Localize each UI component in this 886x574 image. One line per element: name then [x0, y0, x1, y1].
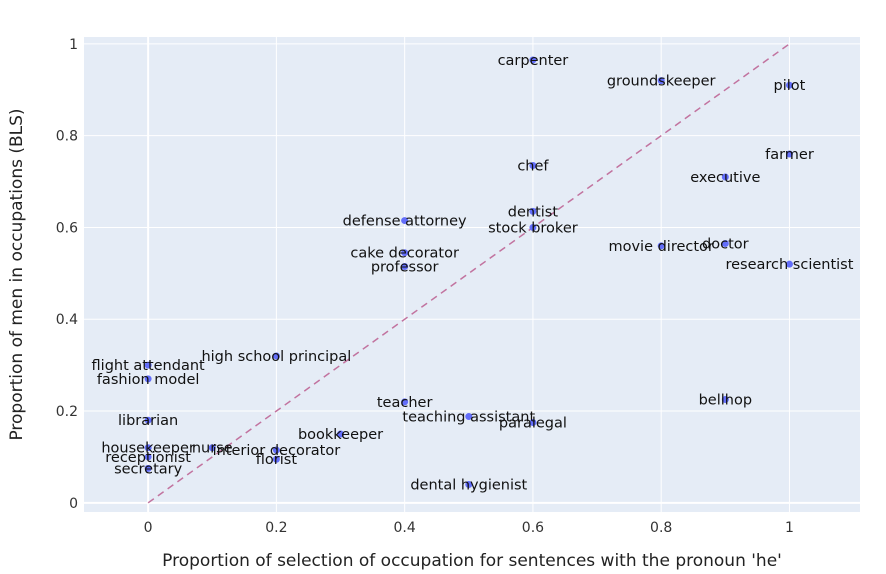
point-label-executive: executive [690, 170, 760, 186]
point-label-secretary: secretary [114, 461, 183, 477]
data-point-research-scientist [785, 260, 793, 268]
data-point-fashion-model [144, 375, 152, 383]
point-labels: carpenter groundskeeper pilot farmer executi… [92, 53, 854, 494]
data-point-paralegal [529, 419, 537, 427]
point-label-high-school-principal: high school principal [201, 349, 351, 365]
point-label-bellhop: bellhop [699, 393, 752, 409]
y-axis-title: Proportion of men in occupations (BLS) [7, 108, 27, 440]
point-label-receptionist: receptionist [105, 450, 191, 466]
point-label-professor: professor [371, 259, 439, 275]
data-point-doctor [721, 240, 729, 248]
data-point-dental-hygienist [465, 480, 473, 488]
point-label-dental-hygienist: dental hygienist [410, 477, 527, 493]
y-axis-ticks: 0 0.2 0.4 0.6 0.8 1 [56, 37, 78, 512]
point-label-defense-attorney: defense attorney [343, 214, 467, 230]
x-tick-label: 1 [785, 520, 794, 536]
point-label-bookkeeper: bookkeeper [298, 427, 383, 443]
data-point-pilot [785, 81, 793, 89]
point-label-nurse: nurse [192, 441, 233, 457]
x-axis-title: Proportion of selection of occupation fo… [162, 551, 782, 571]
data-points [144, 56, 793, 488]
y-tick-label: 0.2 [56, 404, 78, 420]
point-label-pilot: pilot [774, 78, 806, 94]
point-label-flight-attendant: flight attendant [92, 358, 205, 374]
y-tick-label: 0.6 [56, 220, 78, 236]
data-point-nurse [208, 444, 216, 452]
data-point-housekeeper [144, 444, 152, 452]
gridlines [84, 37, 860, 512]
data-point-florist [272, 455, 280, 463]
point-label-interior-decorator: interior decorator [213, 443, 341, 459]
point-label-groundskeeper: groundskeeper [607, 74, 716, 90]
point-label-doctor: doctor [702, 237, 749, 253]
point-label-stock-broker: stock broker [488, 220, 578, 236]
y-tick-label: 0.4 [56, 312, 78, 328]
point-label-florist: florist [256, 452, 298, 468]
data-point-high-school-principal [272, 352, 280, 360]
data-point-flight-attendant [144, 361, 152, 369]
data-point-librarian [144, 416, 152, 424]
point-label-paralegal: paralegal [499, 416, 567, 432]
point-label-librarian: librarian [118, 413, 178, 429]
data-point-farmer [785, 150, 793, 158]
data-point-bellhop [721, 396, 729, 404]
point-label-teacher: teacher [377, 395, 433, 411]
y-tick-label: 1 [69, 37, 78, 53]
data-point-stock-broker [529, 223, 537, 231]
point-label-movie-director: movie director [608, 239, 713, 255]
x-axis-ticks: 0 0.2 0.4 0.6 0.8 1 [144, 520, 794, 536]
y-tick-label: 0.8 [56, 129, 78, 145]
point-label-chef: chef [517, 159, 549, 175]
data-point-chef [529, 162, 537, 170]
point-label-carpenter: carpenter [498, 53, 569, 69]
data-point-secretary [144, 464, 152, 472]
data-point-defense-attorney [401, 217, 409, 225]
data-point-cake-decorator [401, 249, 409, 257]
data-point-carpenter [529, 56, 537, 64]
x-tick-label: 0.8 [650, 520, 672, 536]
data-point-teacher [401, 398, 409, 406]
data-point-movie-director [657, 242, 665, 250]
point-label-cake-decorator: cake decorator [350, 246, 459, 262]
data-point-receptionist [144, 453, 152, 461]
point-label-dentist: dentist [508, 204, 559, 220]
data-point-dentist [529, 207, 537, 215]
data-point-interior-decorator [272, 446, 280, 454]
point-label-farmer: farmer [765, 147, 814, 163]
data-point-teaching-assistant [465, 413, 473, 421]
plot-area [84, 37, 860, 512]
x-tick-label: 0 [144, 520, 153, 536]
point-label-housekeeper: housekeeper [101, 441, 195, 457]
point-label-fashion-model: fashion model [97, 372, 200, 388]
data-point-groundskeeper [657, 77, 665, 85]
data-point-professor [401, 262, 409, 270]
point-label-teaching-assistant: teaching assistant [402, 410, 535, 426]
x-tick-label: 0.6 [522, 520, 544, 536]
point-label-research-scientist: research scientist [725, 257, 853, 273]
x-tick-label: 0.2 [265, 520, 287, 536]
data-point-executive [721, 173, 729, 181]
y-tick-label: 0 [69, 496, 78, 512]
x-tick-label: 0.4 [394, 520, 416, 536]
data-point-bookkeeper [337, 430, 345, 438]
